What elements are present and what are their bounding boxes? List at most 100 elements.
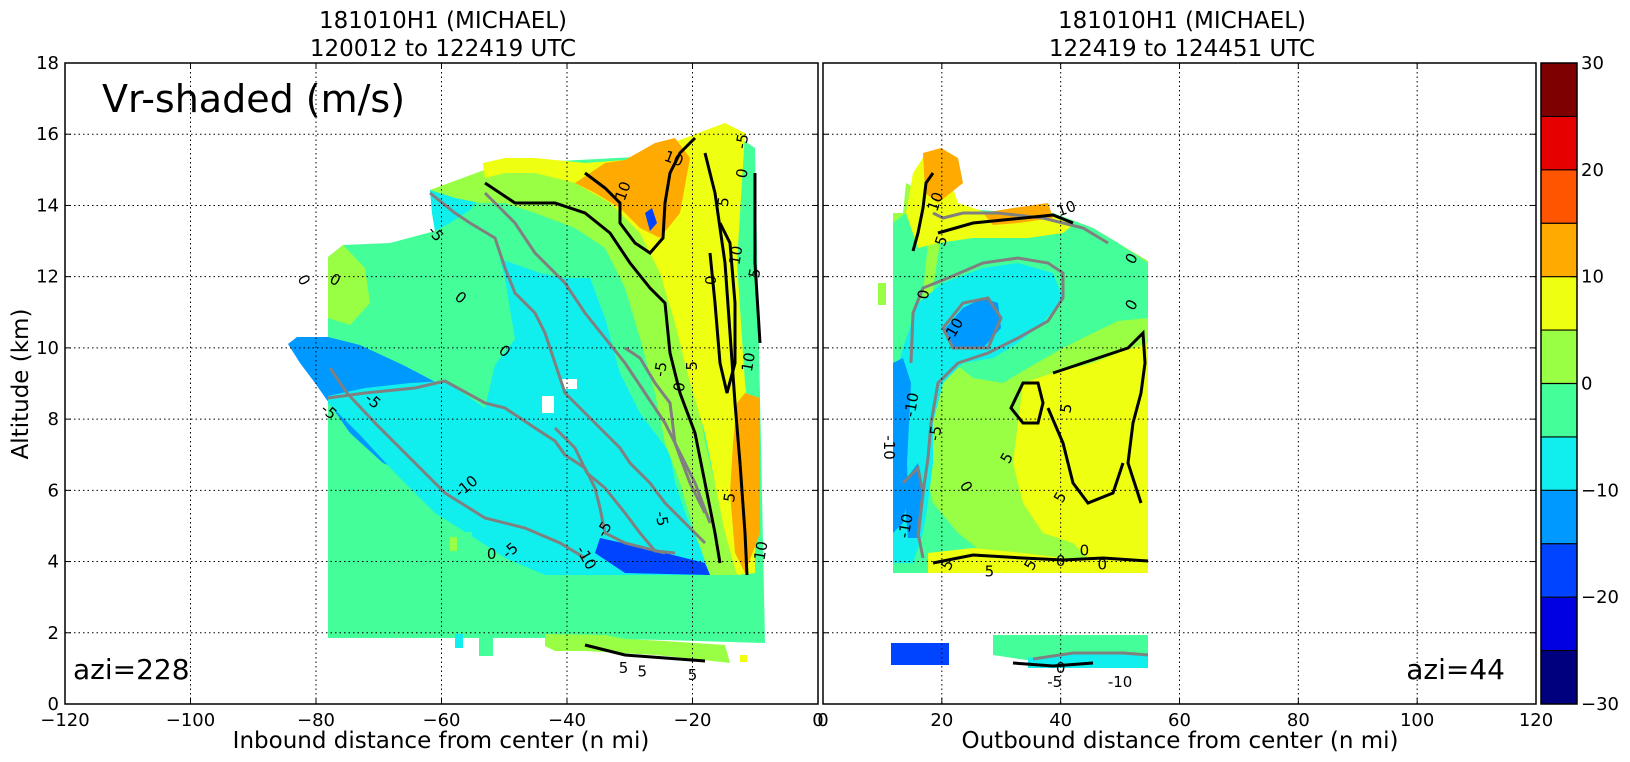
- contour-label: 0: [914, 288, 933, 301]
- colorbar-segment: [1541, 543, 1577, 598]
- y-tick-label: 0: [48, 694, 59, 715]
- right-title-line2: 122419 to 124451 UTC: [1049, 36, 1315, 62]
- contour-label: -10: [1108, 673, 1133, 691]
- colorbar-tick-label: −10: [1581, 480, 1619, 501]
- left-velocity-field: 00-500-5-5-10-50-10-5-5-505010105-501051…: [288, 123, 772, 684]
- y-tick-label: 10: [36, 338, 59, 359]
- contour-label: -10: [880, 435, 898, 460]
- colorbar-segment: [1541, 63, 1577, 117]
- contour-label: 5: [638, 662, 648, 680]
- x-tick-label: −80: [297, 710, 335, 731]
- colorbar: 30 20 10 0 −10 −20 −30: [1540, 53, 1619, 715]
- contour-label: 0: [1056, 552, 1066, 570]
- y-tick-label: 12: [36, 267, 59, 288]
- contour-label: -5: [925, 424, 945, 442]
- x-tick-label: 60: [1168, 710, 1191, 731]
- colorbar-tick-label: −20: [1581, 587, 1619, 608]
- contour-label: 10: [611, 179, 634, 203]
- contour-label: 5: [745, 267, 764, 280]
- y-tick-label: 16: [36, 124, 59, 145]
- contour-label: 0: [294, 271, 314, 288]
- left-title-line2: 120012 to 122419 UTC: [310, 36, 576, 62]
- left-ticks: −120 −100 −80 −60 −40 −20 0 0 2 4 6 8 10 12 14 16 18: [36, 53, 824, 731]
- right-grid: [823, 63, 1536, 704]
- colorbar-segment: [1541, 116, 1577, 171]
- colorbar-segment: [1541, 169, 1577, 224]
- contour-label: 5: [720, 491, 739, 504]
- colorbar-segment: [1541, 436, 1577, 491]
- right-gray-contours: [901, 211, 1149, 661]
- contour-label: 0: [487, 545, 497, 563]
- x-tick-label: −100: [166, 710, 215, 731]
- contour-label: 5: [985, 563, 995, 581]
- contour-label: 10: [725, 244, 746, 266]
- colorbar-segment: [1541, 223, 1577, 278]
- right-ticks: 0 20 40 60 80 100 120: [817, 62, 1553, 731]
- colorbar-segment: [1541, 597, 1577, 652]
- contour-label: 0: [670, 381, 689, 394]
- contour-label: 0: [1056, 659, 1066, 677]
- right-x-axis-label: Outbound distance from center (n mi): [962, 728, 1399, 754]
- colorbar-tick-label: 30: [1581, 53, 1604, 74]
- left-x-axis-label: Inbound distance from center (n mi): [233, 728, 650, 754]
- contour-label: -5: [732, 132, 752, 150]
- colorbar-segment: [1541, 490, 1577, 545]
- y-tick-label: 14: [36, 195, 59, 216]
- y-tick-label: 2: [48, 623, 59, 644]
- contour-label: 0: [1080, 541, 1090, 559]
- colorbar-tick-label: 0: [1581, 374, 1592, 395]
- contour-label: 5: [1056, 402, 1075, 415]
- contour-label: 10: [662, 147, 686, 170]
- y-tick-label: 6: [48, 480, 59, 501]
- x-tick-label: 20: [930, 710, 953, 731]
- contour-label: 10: [738, 351, 759, 373]
- right-azimuth: azi=44: [1406, 653, 1505, 686]
- contour-label: 0: [702, 275, 720, 285]
- x-tick-label: 100: [1400, 710, 1434, 731]
- y-tick-label: 4: [48, 552, 59, 573]
- right-title-line1: 181010H1 (MICHAEL): [1058, 8, 1306, 34]
- x-tick-label: −120: [40, 710, 89, 731]
- colorbar-segment: [1541, 330, 1577, 384]
- colorbar-segment: [1541, 383, 1577, 438]
- colorbar-tick-label: 10: [1581, 267, 1604, 288]
- y-axis-label: Altitude (km): [8, 309, 34, 460]
- left-annotation-title: Vr-shaded (m/s): [102, 77, 405, 121]
- contour-label: 5: [714, 196, 733, 209]
- contour-label: 10: [924, 190, 947, 214]
- x-tick-label: 80: [1287, 710, 1310, 731]
- right-panel: 181010H1 (MICHAEL) 122419 to 124451 UTC: [817, 8, 1553, 754]
- x-tick-label: 40: [1049, 710, 1072, 731]
- contour-label: -10: [895, 512, 917, 539]
- contour-label: -5: [651, 510, 671, 528]
- x-tick-label: −20: [674, 710, 712, 731]
- x-tick-label: 0: [812, 710, 823, 731]
- x-tick-label: 0: [817, 710, 828, 731]
- y-tick-label: 8: [48, 409, 59, 430]
- colorbar-tick-label: −30: [1581, 694, 1619, 715]
- left-azimuth: azi=228: [73, 653, 190, 686]
- contour-label: -5: [1047, 673, 1062, 691]
- colorbar-tick-label: 20: [1581, 160, 1604, 181]
- left-plot-area: 00-500-5-5-10-50-10-5-5-505010105-501051…: [65, 63, 818, 704]
- left-title-line1: 181010H1 (MICHAEL): [319, 8, 567, 34]
- colorbar-segment: [1541, 650, 1577, 705]
- left-gray-contours: [327, 191, 712, 560]
- left-grid: [65, 63, 818, 704]
- x-tick-label: −40: [548, 710, 586, 731]
- contour-label: 10: [751, 540, 772, 562]
- contour-label: -5: [650, 360, 670, 378]
- left-black-contours: [484, 136, 762, 663]
- contour-label: 0: [733, 167, 752, 180]
- contour-label: -10: [901, 391, 923, 418]
- y-tick-label: 18: [36, 53, 59, 74]
- x-tick-label: 120: [1519, 710, 1553, 731]
- x-tick-label: −60: [423, 710, 461, 731]
- left-panel: 181010H1 (MICHAEL) 120012 to 122419 UTC: [8, 8, 824, 754]
- colorbar-segment: [1541, 276, 1577, 331]
- contour-label: 5: [619, 659, 629, 677]
